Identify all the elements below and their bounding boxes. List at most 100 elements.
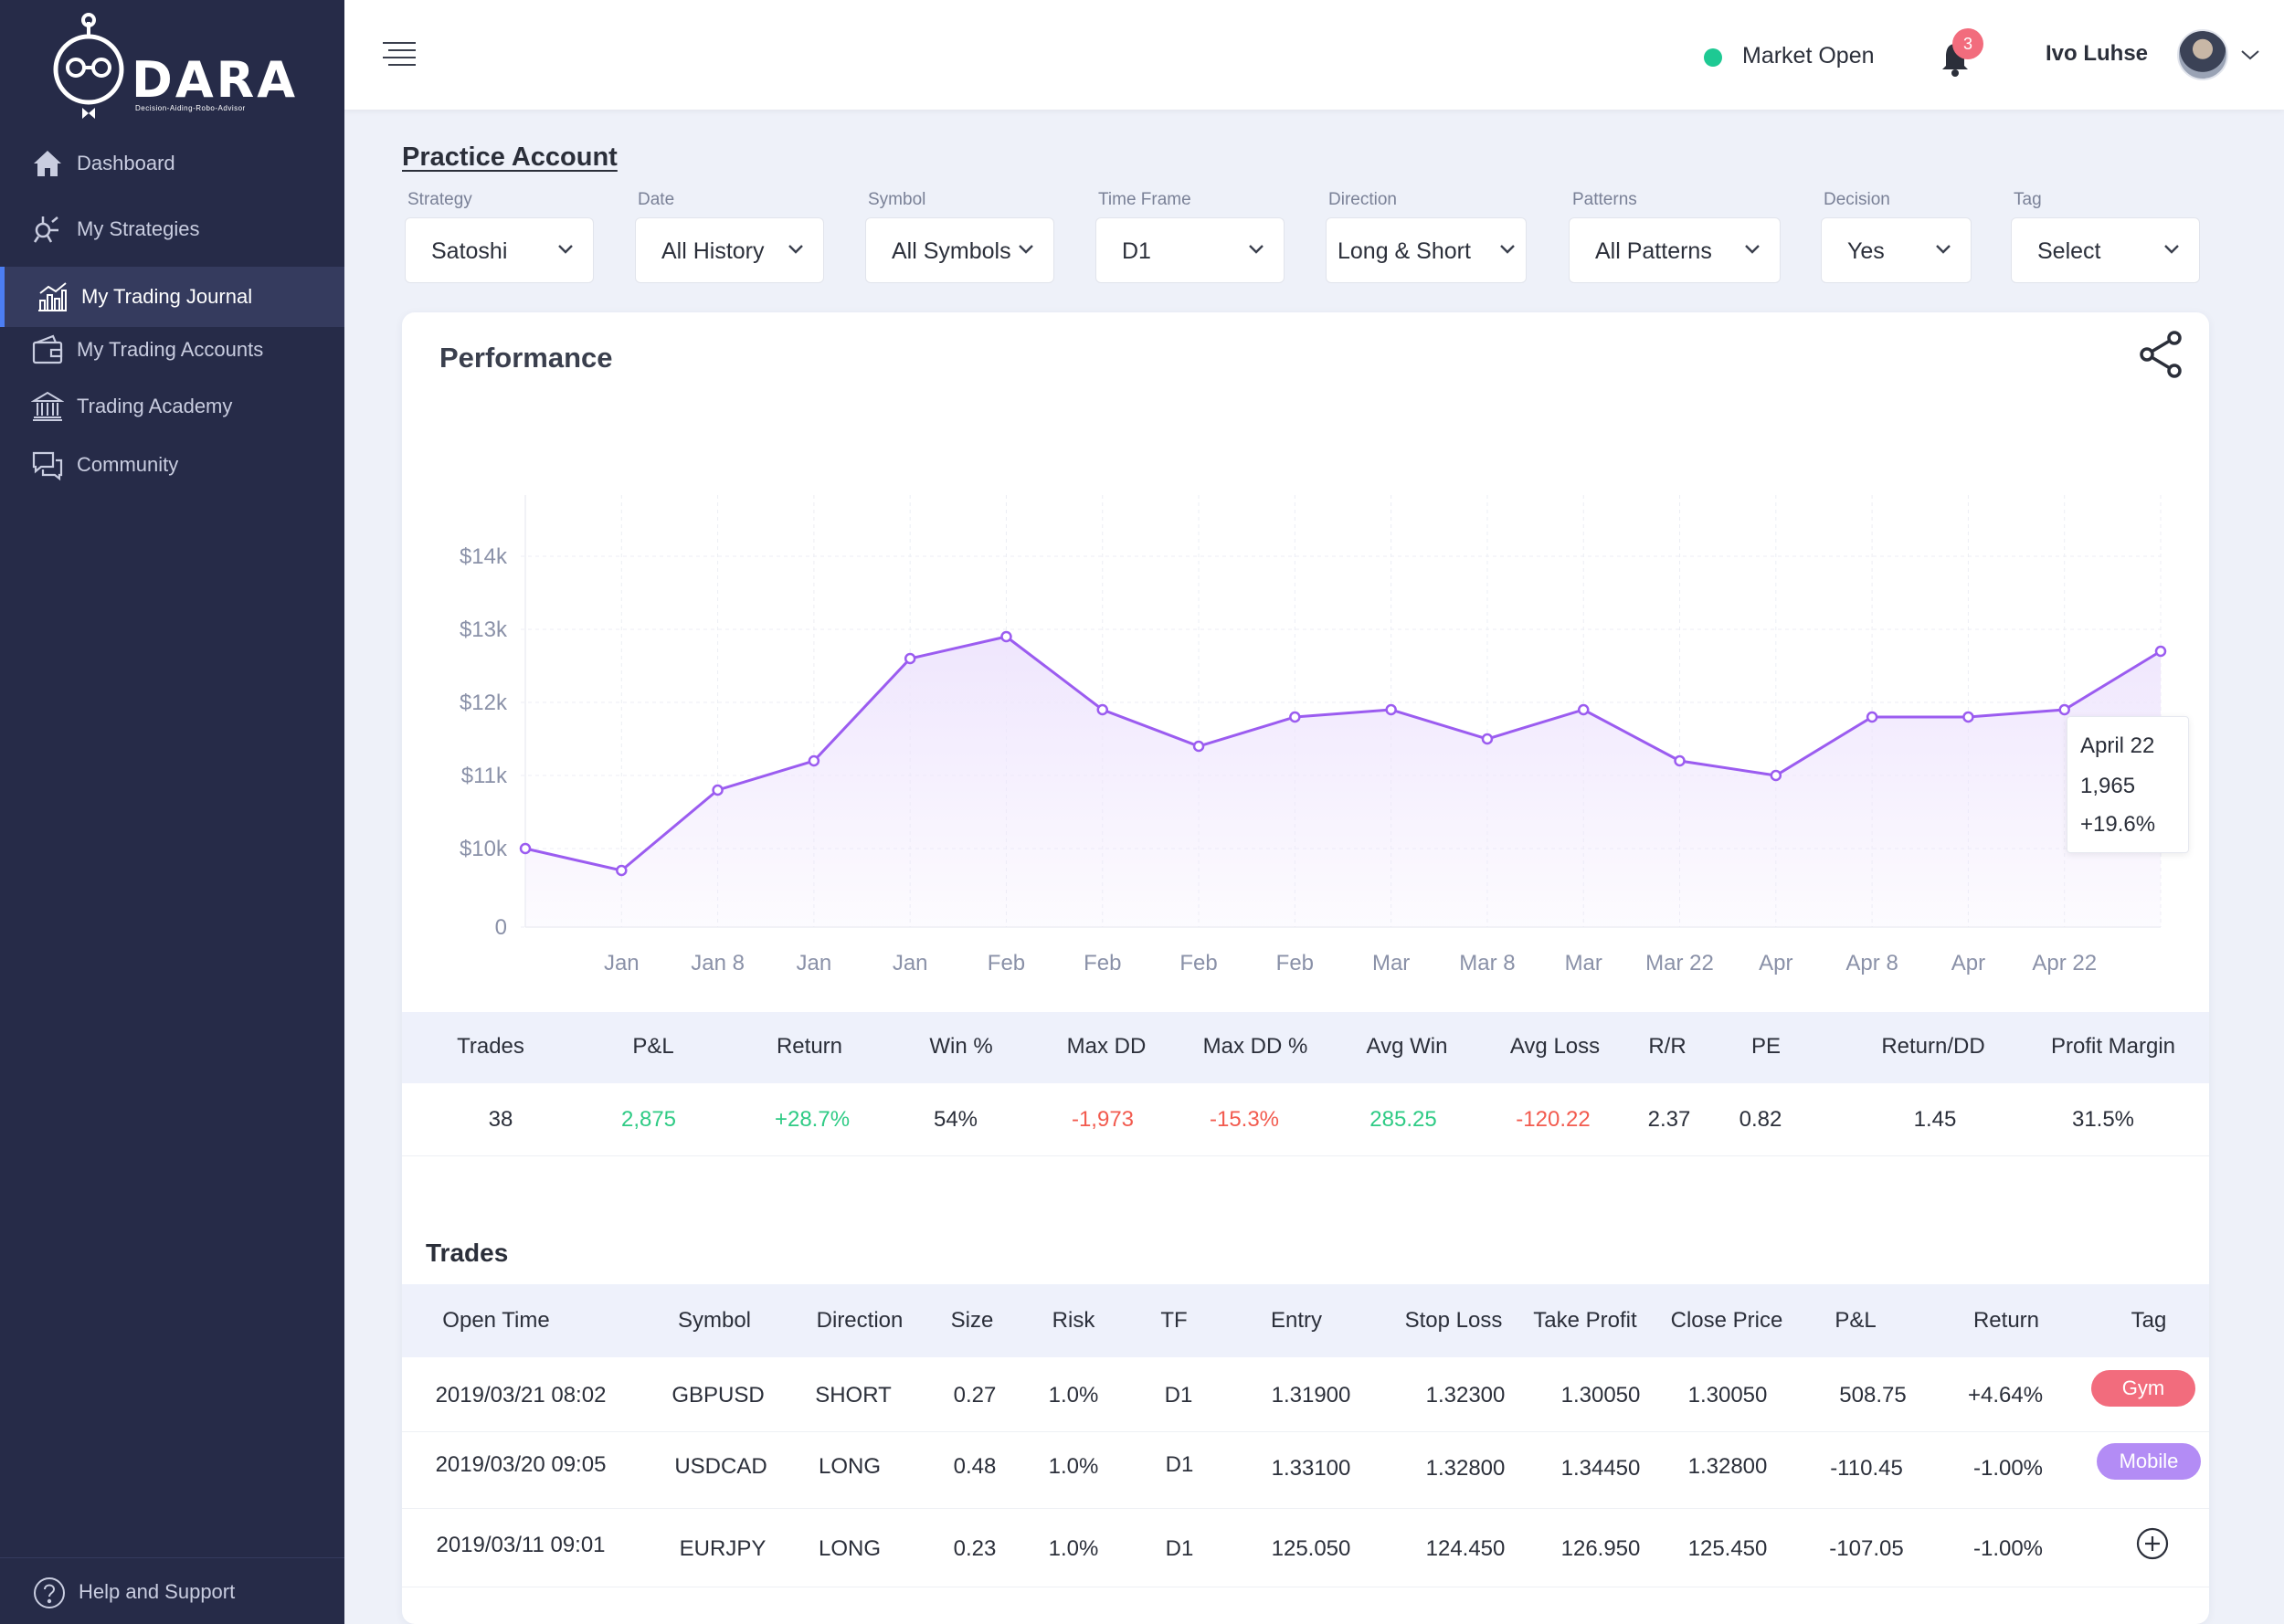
x-tick-label: Mar 22 bbox=[1645, 951, 1714, 975]
date-select[interactable]: All History bbox=[635, 217, 824, 283]
trade-symbol-link[interactable]: USDCAD bbox=[674, 1454, 767, 1479]
time-frame-select[interactable]: D1 bbox=[1095, 217, 1285, 283]
stat-win-pct: 54% bbox=[933, 1107, 978, 1132]
tag-select[interactable]: Select bbox=[2011, 217, 2200, 283]
filter-label-date: Date bbox=[638, 190, 675, 209]
filter-label-patterns: Patterns bbox=[1572, 190, 1637, 209]
chart-point bbox=[712, 784, 724, 796]
x-tick-label: Apr bbox=[1951, 951, 1985, 975]
table-row[interactable]: 2019/03/21 08:02 GBPUSD SHORT 0.27 1.0% … bbox=[402, 1357, 2209, 1432]
decision-select[interactable]: Yes bbox=[1821, 217, 1972, 283]
trade-tf: D1 bbox=[1164, 1383, 1193, 1408]
stat-pe: 0.82 bbox=[1739, 1107, 1782, 1132]
market-status-dot bbox=[1704, 48, 1722, 67]
sidebar-item-my-trading-accounts[interactable]: My Trading Accounts bbox=[0, 320, 344, 380]
symbol-select[interactable]: All Symbols bbox=[865, 217, 1054, 283]
select-value: Long & Short bbox=[1338, 238, 1471, 264]
sidebar-item-my-trading-journal[interactable]: My Trading Journal bbox=[0, 267, 344, 327]
table-row[interactable]: 2019/03/20 09:05 USDCAD LONG 0.48 1.0% D… bbox=[402, 1432, 2209, 1509]
trades-header-stop-loss[interactable]: Stop Loss bbox=[1404, 1308, 1503, 1333]
trade-return: -1.00% bbox=[1972, 1456, 2044, 1481]
stat-profit-margin: 31.5% bbox=[2071, 1107, 2135, 1132]
tag-pill-mobile[interactable]: Mobile bbox=[2097, 1443, 2201, 1480]
sidebar-item-community[interactable]: Community bbox=[0, 435, 344, 495]
trades-header-close-price[interactable]: Close Price bbox=[1670, 1308, 1783, 1333]
trades-header-size[interactable]: Size bbox=[950, 1308, 994, 1333]
stats-values-row: 38 2,875 +28.7% 54% -1,973 -15.3% 285.25… bbox=[402, 1083, 2209, 1156]
chart-point bbox=[1962, 711, 1974, 723]
trades-header-direction[interactable]: Direction bbox=[816, 1308, 904, 1333]
tooltip-change: +19.6% bbox=[2080, 812, 2156, 837]
chevron-down-icon bbox=[1249, 245, 1264, 254]
trade-symbol-link[interactable]: EURJPY bbox=[679, 1536, 767, 1561]
strategy-select[interactable]: Satoshi bbox=[405, 217, 594, 283]
trade-return: +4.64% bbox=[1967, 1383, 2044, 1408]
tooltip-value: 1,965 bbox=[2080, 774, 2136, 798]
sidebar-item-my-strategies[interactable]: My Strategies bbox=[0, 199, 344, 259]
stat-rr: 2.37 bbox=[1647, 1107, 1691, 1132]
chevron-down-icon[interactable] bbox=[2239, 46, 2261, 64]
trades-header-tag[interactable]: Tag bbox=[2131, 1308, 2167, 1333]
trades-header-symbol[interactable]: Symbol bbox=[677, 1308, 752, 1333]
stat-avg-loss: -120.22 bbox=[1516, 1107, 1591, 1132]
trades-header-take-profit[interactable]: Take Profit bbox=[1533, 1308, 1637, 1333]
trade-direction: LONG bbox=[818, 1454, 882, 1479]
trade-take-profit: 1.34450 bbox=[1560, 1456, 1641, 1481]
trade-pnl: -110.45 bbox=[1830, 1456, 1903, 1481]
home-icon bbox=[34, 151, 61, 176]
patterns-select[interactable]: All Patterns bbox=[1569, 217, 1781, 283]
chart-point bbox=[1770, 769, 1782, 782]
trades-header-pnl[interactable]: P&L bbox=[1835, 1308, 1877, 1333]
trades-header-entry[interactable]: Entry bbox=[1270, 1308, 1323, 1333]
select-value: All History bbox=[661, 238, 765, 264]
chart-point bbox=[2058, 703, 2070, 716]
chart-point bbox=[1000, 630, 1012, 643]
sidebar-item-dashboard[interactable]: Dashboard bbox=[0, 133, 344, 194]
trades-header-open-time[interactable]: Open Time bbox=[442, 1308, 550, 1333]
page-title[interactable]: Practice Account bbox=[402, 142, 618, 172]
chart-bars-icon bbox=[38, 282, 67, 311]
trade-symbol-link[interactable]: GBPUSD bbox=[671, 1383, 765, 1408]
sidebar-item-trading-academy[interactable]: Trading Academy bbox=[0, 376, 344, 437]
table-row[interactable]: 2019/03/11 09:01 EURJPY LONG 0.23 1.0% D… bbox=[402, 1509, 2209, 1587]
trade-direction: SHORT bbox=[815, 1383, 892, 1408]
x-tick-label: Jan 8 bbox=[691, 951, 745, 975]
direction-select[interactable]: Long & Short bbox=[1326, 217, 1527, 283]
trades-header-return[interactable]: Return bbox=[1972, 1308, 2040, 1333]
select-value: Select bbox=[2037, 238, 2101, 264]
x-tick-label: Apr bbox=[1759, 951, 1792, 975]
sidebar-item-label: My Trading Journal bbox=[81, 285, 253, 308]
y-tick-label: $12k bbox=[460, 691, 508, 715]
chart-point bbox=[1096, 703, 1109, 716]
chevron-down-icon bbox=[788, 245, 803, 254]
share-icon[interactable] bbox=[2138, 329, 2185, 380]
menu-icon[interactable] bbox=[383, 40, 416, 68]
sidebar-item-label: Community bbox=[77, 453, 179, 476]
trades-header-tf[interactable]: TF bbox=[1160, 1308, 1188, 1333]
trades-header-row: Open Time Symbol Direction Size Risk TF … bbox=[402, 1284, 2209, 1357]
trade-close-price: 125.450 bbox=[1687, 1536, 1768, 1561]
chart-point bbox=[519, 842, 532, 855]
tag-pill-gym[interactable]: Gym bbox=[2091, 1370, 2195, 1407]
help-and-support[interactable]: Help and Support bbox=[0, 1557, 344, 1624]
add-circle-icon[interactable] bbox=[2136, 1527, 2169, 1560]
trades-header-risk[interactable]: Risk bbox=[1052, 1308, 1095, 1333]
trade-tf: D1 bbox=[1165, 1452, 1194, 1477]
stats-header-pnl: P&L bbox=[632, 1034, 674, 1059]
trade-risk: 1.0% bbox=[1048, 1536, 1099, 1561]
chart-point bbox=[1192, 740, 1205, 753]
sidebar-item-label: Trading Academy bbox=[77, 395, 233, 417]
help-label: Help and Support bbox=[79, 1580, 236, 1603]
select-value: All Symbols bbox=[892, 238, 1011, 264]
wallet-icon bbox=[32, 334, 63, 364]
trades-title: Trades bbox=[426, 1239, 509, 1267]
trade-size: 0.48 bbox=[953, 1454, 997, 1479]
trade-entry: 1.31900 bbox=[1271, 1383, 1351, 1408]
market-status-text: Market Open bbox=[1742, 43, 1875, 69]
chat-icon bbox=[32, 451, 63, 481]
avatar[interactable] bbox=[2177, 29, 2228, 80]
user-name[interactable]: Ivo Luhse bbox=[2046, 41, 2149, 66]
dara-logo[interactable]: DARA Decision-Aiding-Robo-Advisor bbox=[48, 13, 295, 122]
filter-label-time-frame: Time Frame bbox=[1098, 190, 1191, 209]
chevron-down-icon bbox=[2164, 245, 2179, 254]
